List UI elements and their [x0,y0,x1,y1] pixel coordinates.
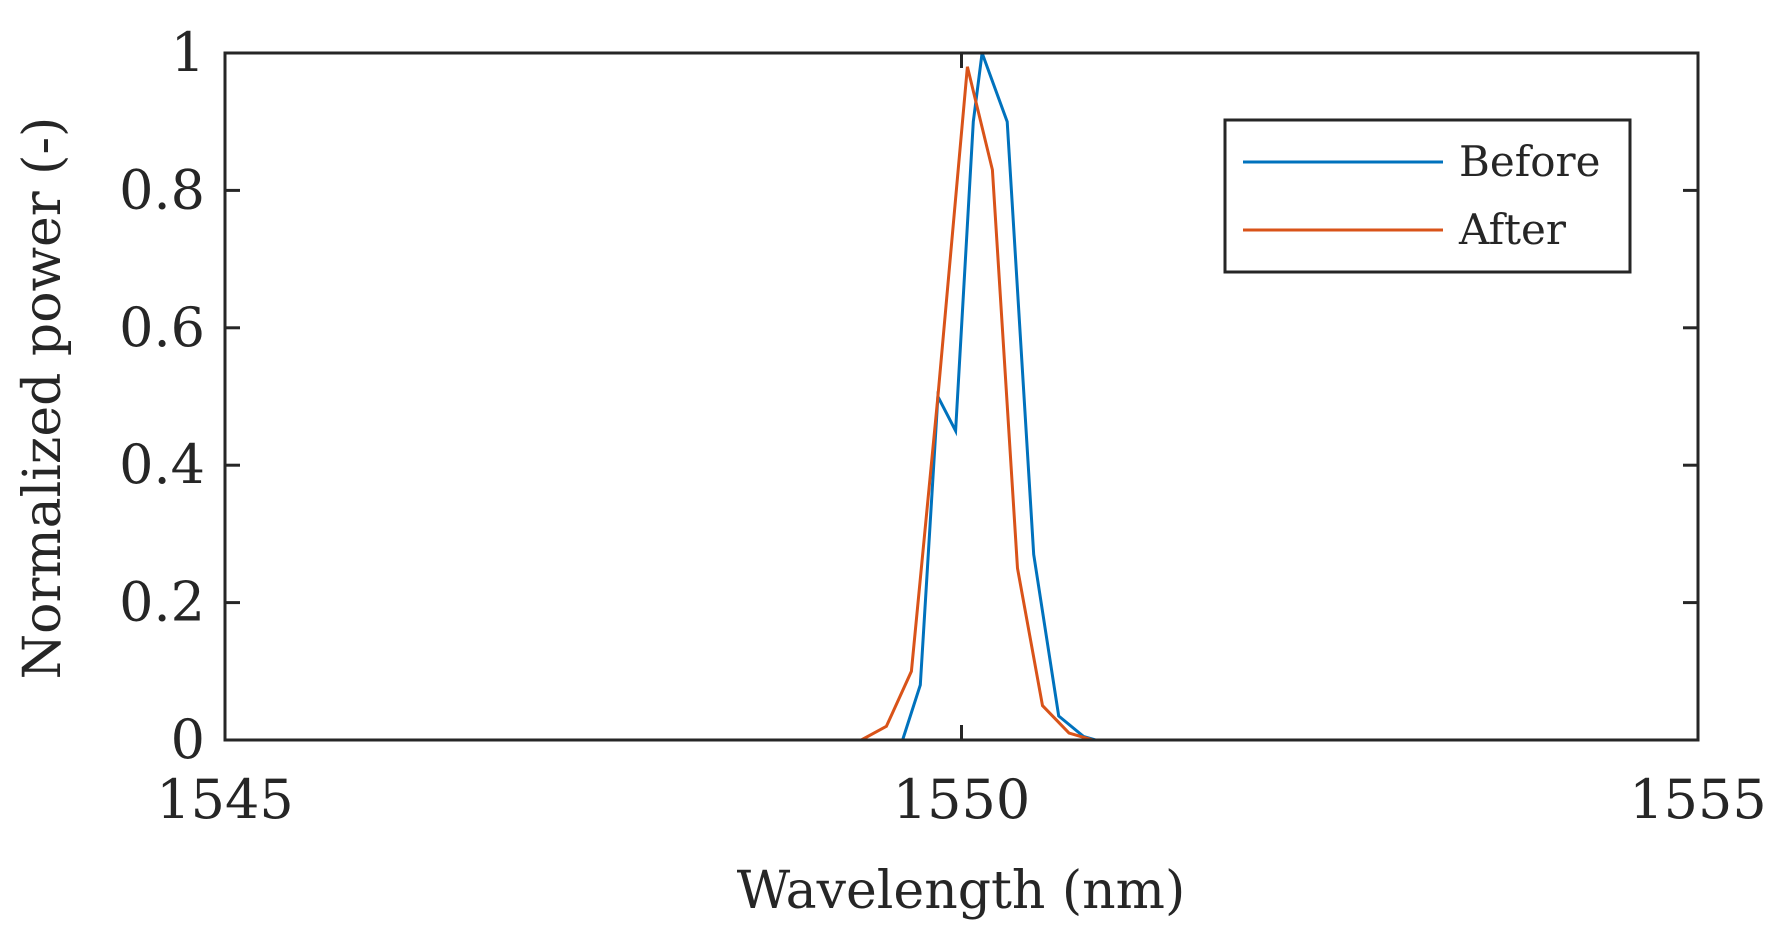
y-tick-label: 0.6 [119,296,205,359]
series-line-after [225,66,1698,742]
x-tick-label: 1555 [1629,768,1766,831]
legend-box [1223,118,1632,274]
legend: Before After [1223,118,1632,274]
y-tick-label: 0.2 [119,571,205,634]
tick-layer [223,51,1700,742]
x-axis-label: Wavelength (nm) [737,861,1186,921]
legend-label-before: Before [1459,137,1600,186]
y-tick-label: 0.8 [119,158,205,221]
y-axis-label: Normalized power (-) [13,117,73,680]
x-tick-label: 1550 [893,768,1030,831]
x-tick-label: 1545 [156,768,293,831]
y-tick-label: 0.4 [119,433,205,496]
y-tick-label: 1 [171,21,205,84]
y-tick-label: 0 [171,708,205,771]
legend-label-after: After [1458,205,1567,254]
tick-label-layer: 1545 1550 1555 0 0.2 0.4 0.6 0.8 1 [119,21,1767,831]
